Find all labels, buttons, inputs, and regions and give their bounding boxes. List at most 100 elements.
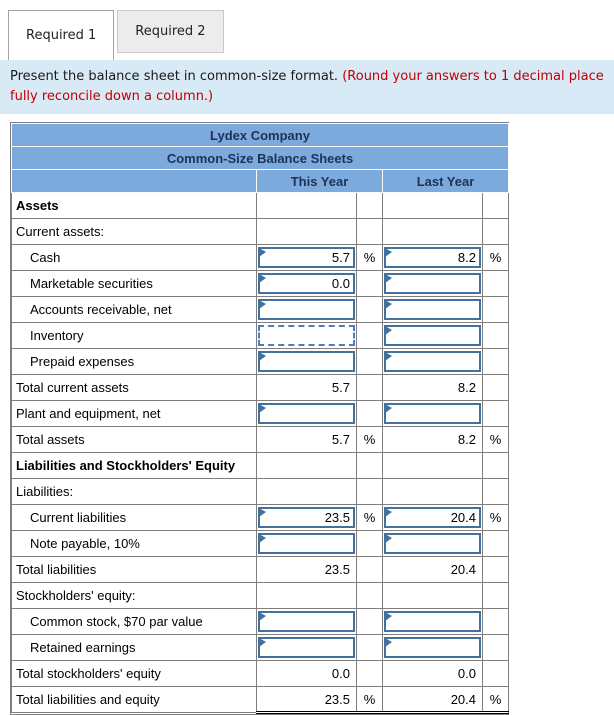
- col-header-last-year: Last Year: [381, 169, 510, 194]
- answer-input[interactable]: [258, 403, 355, 425]
- table-row: Total liabilities and equity 23.5% 20.4%: [11, 686, 510, 715]
- answer-input[interactable]: [258, 637, 355, 659]
- row-label: Retained earnings: [11, 634, 257, 662]
- table-row: Total stockholders' equity 0.0 0.0: [11, 660, 510, 688]
- percent-cell: [481, 348, 510, 376]
- value-cell-last-year: [382, 478, 483, 506]
- tab-required-1[interactable]: Required 1: [8, 10, 115, 60]
- answer-value: 8.2: [457, 250, 476, 266]
- answer-input[interactable]: [384, 611, 481, 633]
- percent-cell: [481, 452, 510, 480]
- value-cell-this-year: [256, 478, 357, 506]
- answer-input[interactable]: 5.7: [258, 247, 355, 269]
- answer-flag-icon: [259, 352, 266, 362]
- row-label: Inventory: [11, 322, 257, 350]
- computed-value: 5.7: [331, 432, 350, 448]
- row-label: Current assets:: [11, 218, 257, 246]
- table-row: Inventory: [11, 322, 510, 350]
- percent-cell: %: [356, 426, 383, 454]
- value-cell-last-year: [382, 634, 483, 662]
- percent-cell: %: [356, 686, 383, 715]
- percent-cell: [481, 270, 510, 298]
- answer-flag-icon: [385, 300, 392, 310]
- answer-input[interactable]: [384, 273, 481, 295]
- percent-cell: [356, 452, 383, 480]
- value-cell-last-year: [382, 582, 483, 610]
- answer-input[interactable]: [258, 533, 355, 555]
- answer-value: 0.0: [331, 276, 350, 292]
- row-label: Total liabilities: [11, 556, 257, 584]
- value-cell-last-year: [382, 530, 483, 558]
- value-cell-this-year: [256, 582, 357, 610]
- instruction-panel: Present the balance sheet in common-size…: [0, 60, 614, 115]
- answer-input[interactable]: 23.5: [258, 507, 355, 529]
- label-column-header: [11, 169, 257, 194]
- table-row: Assets: [11, 192, 510, 220]
- table-row: Stockholders' equity:: [11, 582, 510, 610]
- table-row: Total liabilities 23.5 20.4: [11, 556, 510, 584]
- table-row: Liabilities and Stockholders' Equity: [11, 452, 510, 480]
- computed-value: 0.0: [457, 666, 476, 682]
- row-label: Current liabilities: [11, 504, 257, 532]
- answer-input-focused[interactable]: [258, 325, 355, 347]
- computed-value: 20.4: [450, 691, 476, 707]
- instruction-line-1: Present the balance sheet in common-size…: [10, 67, 614, 87]
- table-subtitle: Common-Size Balance Sheets: [10, 146, 510, 171]
- answer-flag-icon: [385, 248, 392, 258]
- value-cell-last-year: [382, 296, 483, 324]
- answer-flag-icon: [385, 404, 392, 414]
- row-label: Cash: [11, 244, 257, 272]
- answer-input[interactable]: 8.2: [384, 247, 481, 269]
- instruction-line-2: fully reconcile down a column.): [10, 89, 214, 105]
- percent-cell: [356, 218, 383, 246]
- value-cell-last-year: [382, 452, 483, 480]
- answer-input[interactable]: [384, 299, 481, 321]
- percent-sign: %: [363, 432, 376, 448]
- answer-input[interactable]: 20.4: [384, 507, 481, 529]
- answer-input[interactable]: [384, 325, 481, 347]
- answer-input[interactable]: [384, 351, 481, 373]
- answer-input[interactable]: [258, 611, 355, 633]
- percent-cell: %: [481, 426, 510, 454]
- percent-cell: %: [356, 504, 383, 532]
- value-cell-this-year: [256, 452, 357, 480]
- percent-cell: [481, 556, 510, 584]
- answer-input[interactable]: [258, 351, 355, 373]
- row-label: Total stockholders' equity: [11, 660, 257, 688]
- computed-value: 23.5: [324, 562, 350, 578]
- value-cell-this-year: 5.7: [256, 244, 357, 272]
- percent-cell: [356, 582, 383, 610]
- value-cell-last-year: [382, 322, 483, 350]
- value-cell-this-year: [256, 348, 357, 376]
- value-cell-this-year: [256, 296, 357, 324]
- answer-flag-icon: [259, 300, 266, 310]
- answer-value: 23.5: [324, 510, 350, 526]
- value-cell-last-year: [382, 218, 483, 246]
- row-label: Total liabilities and equity: [11, 686, 257, 714]
- computed-value: 0.0: [331, 666, 350, 682]
- value-cell-last-year: [382, 608, 483, 636]
- answer-input[interactable]: [384, 403, 481, 425]
- value-cell-this-year: [256, 634, 357, 662]
- percent-cell: [356, 608, 383, 636]
- answer-input[interactable]: 0.0: [258, 273, 355, 295]
- answer-input[interactable]: [384, 637, 481, 659]
- row-label: Accounts receivable, net: [11, 296, 257, 324]
- answer-flag-icon: [259, 612, 266, 622]
- row-label: Assets: [11, 192, 257, 220]
- value-cell-this-year: [256, 218, 357, 246]
- value-cell-this-year: [256, 192, 357, 220]
- row-label: Stockholders' equity:: [11, 582, 257, 610]
- percent-cell: [356, 660, 383, 688]
- percent-sign: %: [363, 250, 376, 266]
- answer-input[interactable]: [258, 299, 355, 321]
- table-row: Note payable, 10%: [11, 530, 510, 558]
- answer-input[interactable]: [384, 533, 481, 555]
- computed-value: 20.4: [450, 562, 476, 578]
- percent-cell: [481, 608, 510, 636]
- value-cell-last-year: [382, 400, 483, 428]
- tab-required-2[interactable]: Required 2: [117, 10, 224, 53]
- percent-cell: [356, 374, 383, 402]
- percent-sign: %: [489, 691, 502, 707]
- value-cell-last-year: 8.2: [382, 244, 483, 272]
